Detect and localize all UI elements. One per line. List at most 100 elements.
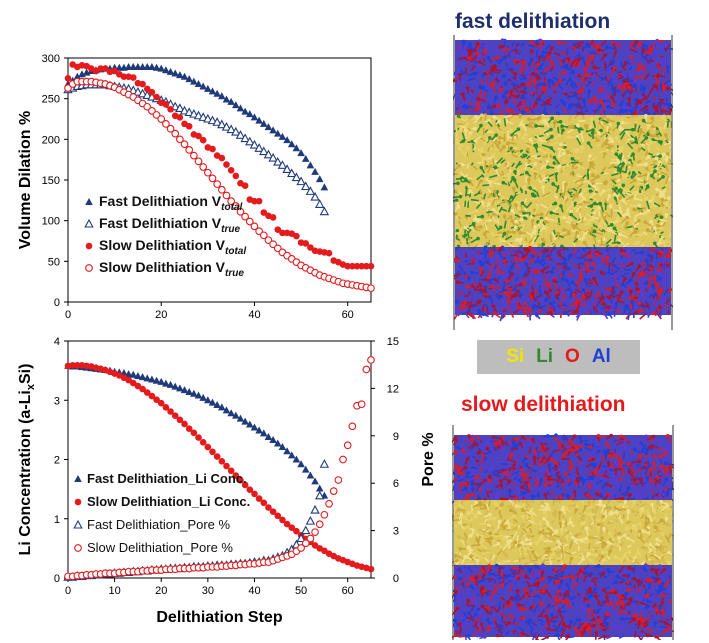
atom [522, 82, 526, 87]
atom [559, 142, 563, 147]
bond [658, 218, 667, 223]
atom [604, 251, 608, 256]
bond [594, 50, 602, 55]
bond [650, 203, 658, 207]
bond [511, 247, 516, 255]
atom [561, 128, 565, 133]
bond [647, 444, 656, 448]
data-point [237, 476, 244, 484]
bond [456, 228, 463, 236]
data-point [293, 527, 300, 535]
atom [588, 99, 592, 104]
atom [634, 282, 639, 286]
data-point [268, 152, 278, 162]
atom [538, 38, 543, 43]
bond [622, 79, 627, 84]
data-point [296, 176, 306, 186]
y-axis-label: Volume Dilation % [17, 111, 34, 249]
atom [557, 441, 562, 445]
atom [585, 62, 590, 66]
bond [524, 278, 527, 282]
atom [653, 496, 658, 500]
data-point [311, 477, 319, 485]
bond [598, 95, 608, 98]
bond [573, 77, 578, 81]
bond [549, 270, 554, 274]
atom [592, 73, 597, 77]
atom [475, 51, 480, 56]
data-point [213, 89, 221, 97]
atom [481, 85, 485, 90]
atom [636, 240, 641, 245]
bond [601, 306, 607, 310]
data-point [181, 420, 188, 428]
bond [669, 214, 673, 218]
bond [620, 131, 626, 140]
atom [668, 248, 673, 253]
atom [557, 467, 561, 472]
atom [488, 136, 492, 140]
atom [540, 54, 545, 59]
atom [570, 102, 574, 107]
bond [646, 131, 649, 136]
data-point [134, 371, 142, 379]
bond [476, 174, 484, 181]
bond [519, 173, 524, 176]
bond [612, 293, 621, 299]
atom [528, 137, 533, 142]
atom [565, 278, 569, 283]
bond [660, 157, 665, 167]
bond [509, 436, 518, 444]
atom [589, 204, 594, 208]
atom [569, 171, 574, 176]
bond [637, 170, 642, 175]
atom [478, 283, 483, 288]
bond [494, 224, 499, 230]
bond [596, 73, 600, 79]
bond [488, 251, 492, 258]
element-o-label: O [565, 346, 580, 367]
bond [476, 250, 481, 256]
atom [515, 237, 519, 242]
bond [645, 142, 650, 146]
data-point [320, 183, 329, 191]
bond [538, 438, 546, 442]
bond [520, 204, 523, 210]
atom [549, 146, 553, 150]
bond [520, 492, 530, 497]
atom [473, 126, 477, 131]
bond [566, 48, 569, 53]
bond [505, 144, 509, 151]
bond [583, 76, 592, 80]
y-tick-label: 3 [54, 395, 60, 407]
atom [473, 115, 478, 119]
bond [481, 114, 486, 117]
bond [595, 301, 601, 308]
atom [568, 43, 572, 48]
atom [668, 107, 673, 112]
data-point [357, 400, 366, 409]
bond [500, 196, 510, 201]
atom [642, 86, 646, 91]
bond [598, 295, 606, 300]
atom [570, 448, 574, 453]
bond [465, 193, 470, 196]
data-point [296, 533, 306, 543]
bond [540, 203, 548, 209]
atom [616, 121, 621, 126]
atom [512, 186, 516, 191]
atom [477, 461, 482, 466]
atom [621, 174, 626, 178]
atom [476, 97, 480, 101]
data-point [223, 462, 230, 470]
atom [467, 275, 471, 280]
data-point [227, 97, 235, 105]
bond [606, 293, 614, 298]
bond [463, 271, 467, 276]
data-point [171, 129, 180, 138]
atom [478, 255, 483, 260]
atom [588, 189, 593, 193]
atom [491, 304, 496, 308]
bond [591, 299, 597, 303]
bond [466, 475, 475, 479]
